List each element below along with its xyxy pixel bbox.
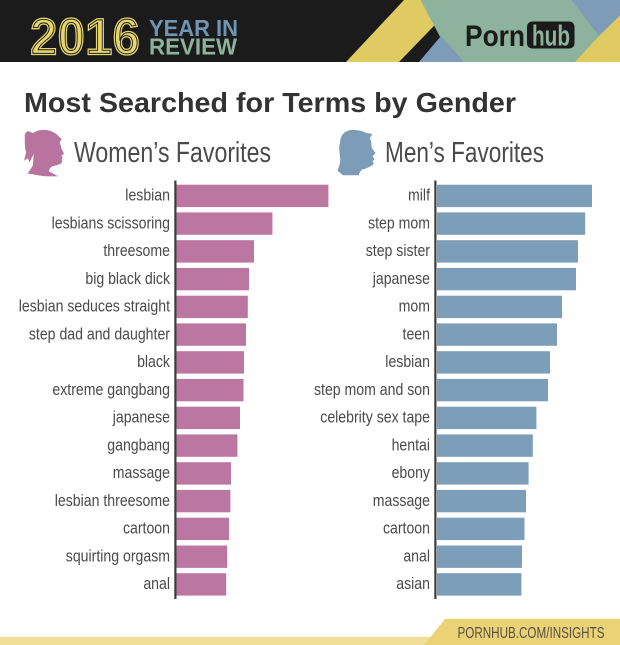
svg-text:lesbian: lesbian [125, 187, 170, 205]
svg-text:mom: mom [399, 298, 430, 316]
svg-text:asian: asian [396, 575, 430, 593]
svg-text:2016: 2016 [30, 9, 140, 67]
svg-text:squirting orgasm: squirting orgasm [66, 547, 170, 565]
svg-text:Women’s Favorites: Women’s Favorites [74, 137, 271, 169]
svg-text:2016: 2016 [30, 9, 140, 67]
svg-text:japanese: japanese [372, 270, 430, 288]
svg-text:threesome: threesome [103, 242, 170, 260]
svg-text:step sister: step sister [366, 242, 430, 260]
svg-text:black: black [137, 353, 170, 371]
svg-text:gangbang: gangbang [107, 436, 170, 454]
svg-text:ebony: ebony [392, 464, 431, 482]
svg-text:lesbian threesome: lesbian threesome [55, 492, 170, 510]
svg-text:Porn: Porn [465, 20, 525, 53]
svg-text:step dad and daughter: step dad and daughter [29, 325, 170, 343]
svg-text:big black dick: big black dick [85, 270, 170, 288]
svg-text:PORNHUB.COM/INSIGHTS: PORNHUB.COM/INSIGHTS [458, 625, 605, 642]
svg-text:REVIEW: REVIEW [149, 34, 237, 60]
svg-text:japanese: japanese [112, 409, 170, 427]
svg-text:cartoon: cartoon [123, 520, 170, 538]
svg-text:extreme gangbang: extreme gangbang [52, 381, 170, 399]
svg-text:anal: anal [403, 547, 430, 565]
svg-text:YEAR IN: YEAR IN [149, 15, 238, 41]
svg-text:step mom: step mom [368, 214, 430, 232]
svg-text:lesbian seduces straight: lesbian seduces straight [19, 298, 171, 316]
svg-text:celebrity sex tape: celebrity sex tape [320, 409, 430, 427]
svg-text:lesbian: lesbian [385, 353, 430, 371]
svg-text:massage: massage [113, 464, 170, 482]
svg-text:Most Searched for Terms by Gen: Most Searched for Terms by Gender [24, 87, 516, 118]
svg-text:massage: massage [373, 492, 430, 510]
svg-text:lesbians scissoring: lesbians scissoring [52, 214, 170, 232]
svg-text:Men’s Favorites: Men’s Favorites [385, 137, 544, 169]
svg-text:teen: teen [403, 325, 430, 343]
svg-text:2016: 2016 [30, 9, 140, 67]
svg-text:hentai: hentai [392, 436, 430, 454]
svg-text:step mom and son: step mom and son [314, 381, 430, 399]
svg-text:cartoon: cartoon [383, 520, 430, 538]
svg-text:hub: hub [532, 21, 570, 53]
svg-text:anal: anal [143, 575, 170, 593]
svg-text:milf: milf [408, 187, 431, 205]
